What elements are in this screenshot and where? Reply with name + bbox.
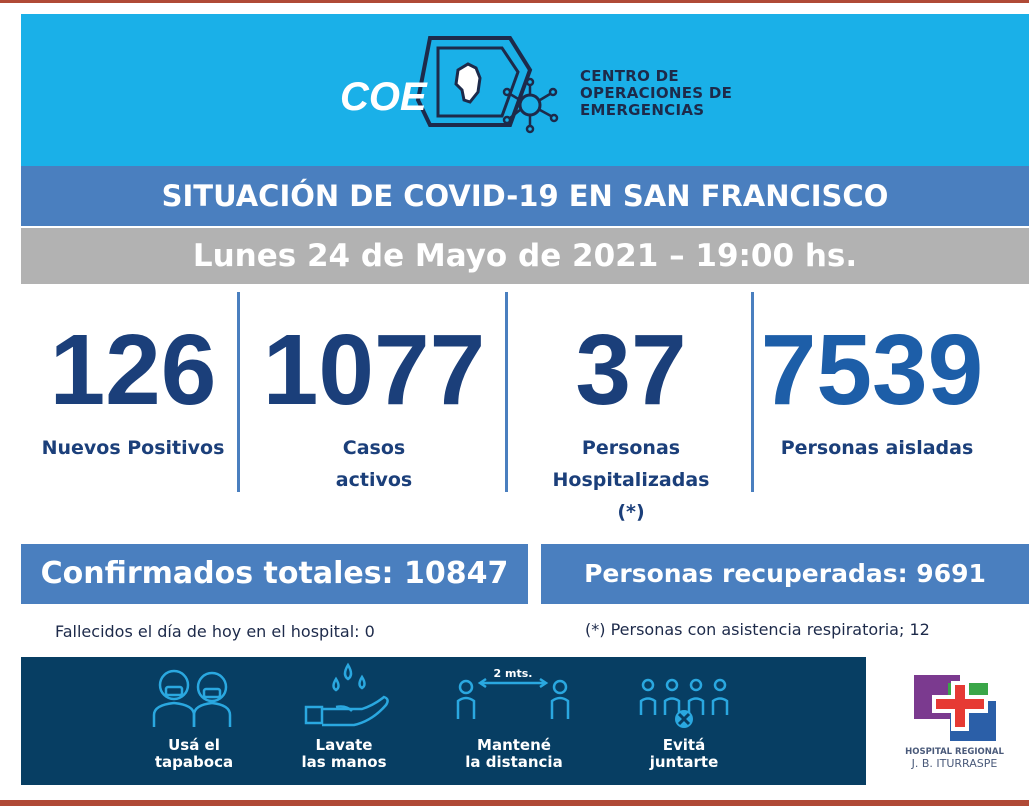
label-line: Personas aisladas <box>780 437 974 459</box>
bottom-border <box>0 800 1029 806</box>
label-line: Lavate <box>315 736 373 754</box>
divider <box>237 292 240 492</box>
label-line: Casos <box>342 437 406 459</box>
header-banner: COE CENTRO DE OPERACIONES DE EMERGENCIAS <box>21 14 1029 166</box>
gathering-label: Evitá juntarte <box>614 737 754 771</box>
coe-org-name: CENTRO DE OPERACIONES DE EMERGENCIAS <box>580 68 732 119</box>
label-line: tapaboca <box>154 753 234 771</box>
label-line: Hospitalizadas <box>552 469 710 491</box>
wash-hands-icon <box>304 662 389 727</box>
prevention-item-gathering: Evitá juntarte <box>614 657 754 785</box>
label-line: Evitá <box>662 736 706 754</box>
hospital-line-1: HOSPITAL REGIONAL <box>905 747 1004 757</box>
divider <box>505 292 508 492</box>
org-line-2: OPERACIONES DE <box>580 84 733 102</box>
distance-icon: 2 mts. <box>456 667 570 719</box>
hospital-logo-lettering: HOSPITAL REGIONAL J. B. ITURRASPE <box>880 747 1029 769</box>
distance-text: 2 mts. <box>494 667 533 680</box>
label-line: las manos <box>301 753 387 771</box>
hospital-logo: HOSPITAL REGIONAL J. B. ITURRASPE <box>880 657 1029 785</box>
stat-value-active-cases: 1077 <box>262 314 486 426</box>
wash-label: Lavate las manos <box>274 737 414 771</box>
label-line: Nuevos Positivos <box>41 437 225 459</box>
confirmed-totals: Confirmados totales: 10847 <box>21 544 528 604</box>
stat-label-new-positives: Nuevos Positivos <box>28 432 238 464</box>
deaths-note: Fallecidos el día de hoy en el hospital:… <box>55 622 375 641</box>
prevention-item-mask: Usá el tapaboca <box>124 657 264 785</box>
divider <box>751 292 754 492</box>
label-line: juntarte <box>649 753 719 771</box>
label-line: Usá el <box>168 736 220 754</box>
date-line: Lunes 24 de Mayo de 2021 – 19:00 hs. <box>21 228 1029 284</box>
stat-label-isolated: Personas aisladas <box>757 432 997 464</box>
page-title: SITUACIÓN DE COVID-19 EN SAN FRANCISCO <box>21 166 1029 226</box>
svg-text:COE: COE <box>340 75 428 119</box>
respiratory-note: (*) Personas con asistencia respiratoria… <box>585 620 930 639</box>
hospital-line-2: J. B. ITURRASPE <box>911 757 998 770</box>
top-border <box>0 0 1029 3</box>
prevention-item-wash: Lavate las manos <box>274 657 414 785</box>
coe-logo: COE <box>340 36 559 134</box>
label-line: activos <box>335 469 413 491</box>
label-line: (*) <box>617 501 645 523</box>
prevention-banner: Usá el tapaboca Lavate las manos <box>21 657 866 785</box>
label-line: Mantené <box>477 736 551 754</box>
stat-label-hospitalized: Personas Hospitalizadas (*) <box>511 432 751 528</box>
stat-value-hospitalized: 37 <box>575 314 687 426</box>
stat-value-isolated: 7539 <box>760 314 984 426</box>
mask-label: Usá el tapaboca <box>124 737 264 771</box>
hospital-cross-icon <box>914 675 996 741</box>
stat-value-new-positives: 126 <box>49 314 217 426</box>
face-mask-people-icon <box>152 669 232 727</box>
label-line: Personas <box>581 437 681 459</box>
no-gathering-icon <box>639 678 729 728</box>
recovered-totals: Personas recuperadas: 9691 <box>541 544 1029 604</box>
label-line: la distancia <box>465 753 563 771</box>
prevention-item-distance: 2 mts. Mantené la distancia <box>444 657 584 785</box>
org-line-3: EMERGENCIAS <box>580 101 705 119</box>
org-line-1: CENTRO DE <box>580 67 679 85</box>
stat-label-active-cases: Casos activos <box>243 432 505 496</box>
distance-label: Mantené la distancia <box>444 737 584 771</box>
